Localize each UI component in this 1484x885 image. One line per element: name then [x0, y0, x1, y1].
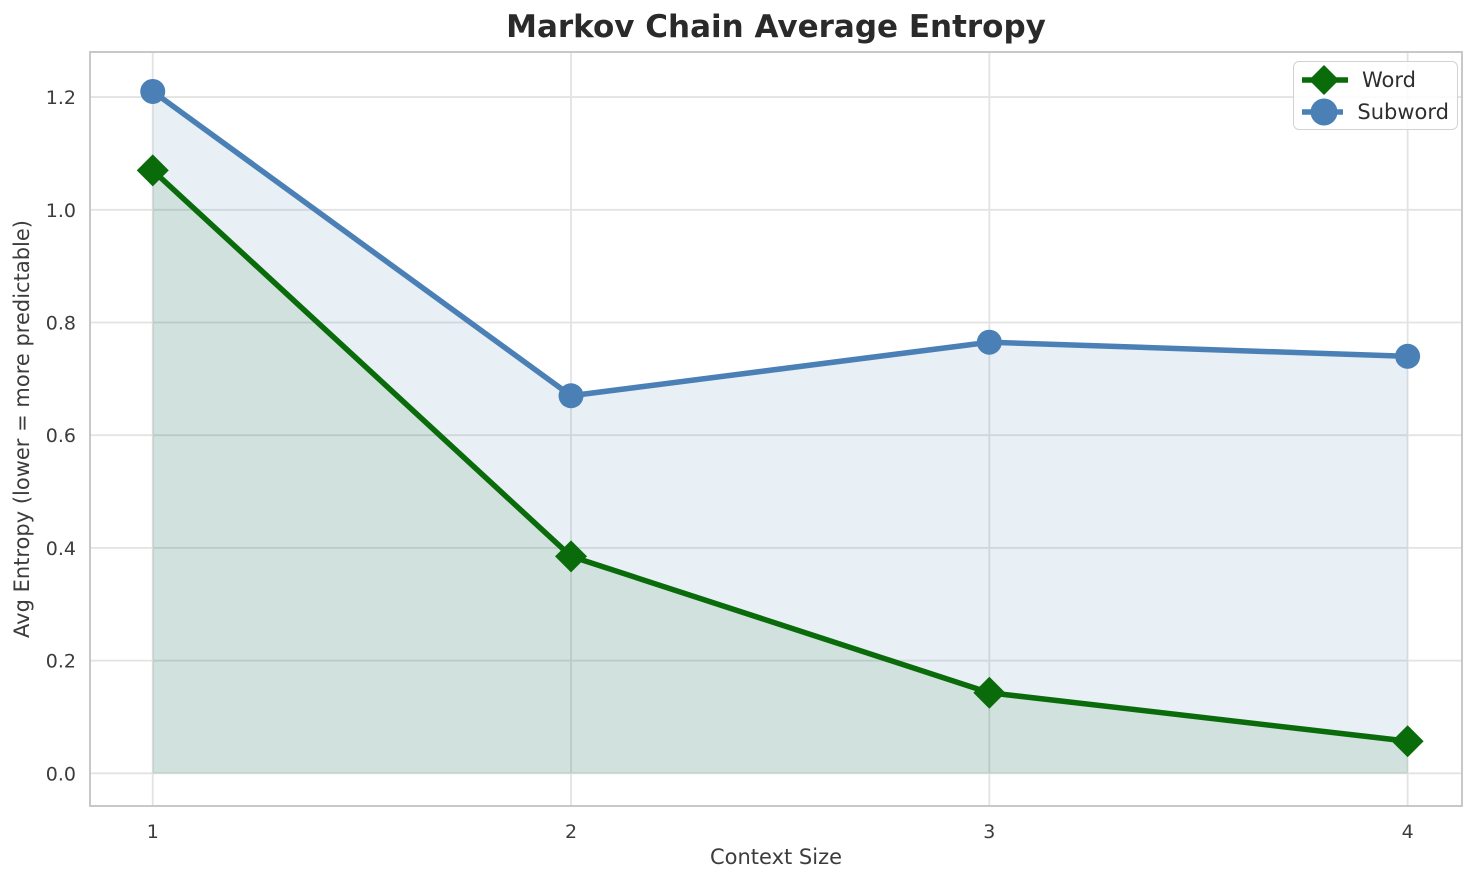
chart-title: Markov Chain Average Entropy	[506, 9, 1046, 45]
marker-subword	[558, 383, 584, 409]
legend-label-subword: Subword	[1357, 99, 1449, 124]
series-line-subword	[149, 88, 1411, 399]
circle-icon	[1310, 98, 1338, 126]
y-tick-label: 0.8	[46, 312, 76, 334]
y-tick-label: 0.0	[46, 763, 76, 785]
y-tick-label: 1.0	[46, 200, 76, 222]
marker-word	[136, 154, 169, 187]
x-tick-label: 1	[147, 821, 159, 843]
diamond-icon	[1309, 65, 1339, 95]
plot-border	[89, 51, 1463, 807]
series-line-word	[149, 167, 1411, 744]
legend-marker-word-icon	[1302, 65, 1348, 95]
marker-word	[973, 676, 1006, 709]
marker-subword	[140, 78, 166, 104]
x-tick-label: 3	[983, 821, 995, 843]
marker-word	[1391, 725, 1424, 758]
marker-subword	[1395, 343, 1421, 369]
y-axis-label: Avg Entropy (lower = more predictable)	[10, 220, 34, 638]
y-tick-label: 0.2	[46, 651, 76, 673]
legend-item-subword: Subword	[1302, 96, 1449, 128]
y-tick-label: 0.4	[46, 538, 76, 560]
y-tick-label: 1.2	[46, 87, 76, 109]
series-fill-word	[152, 170, 1408, 774]
marker-subword	[976, 329, 1002, 355]
x-tick-label: 4	[1402, 821, 1414, 843]
legend-item-word: Word	[1302, 64, 1449, 96]
series-fill-subword	[152, 91, 1408, 774]
x-tick-label: 2	[565, 821, 577, 843]
legend-marker-subword-icon	[1302, 98, 1344, 126]
marker-word	[555, 540, 588, 573]
legend-label-word: Word	[1362, 67, 1416, 92]
legend: Word Subword	[1293, 61, 1458, 130]
y-tick-label: 0.6	[46, 425, 76, 447]
x-axis-label: Context Size	[709, 845, 843, 869]
